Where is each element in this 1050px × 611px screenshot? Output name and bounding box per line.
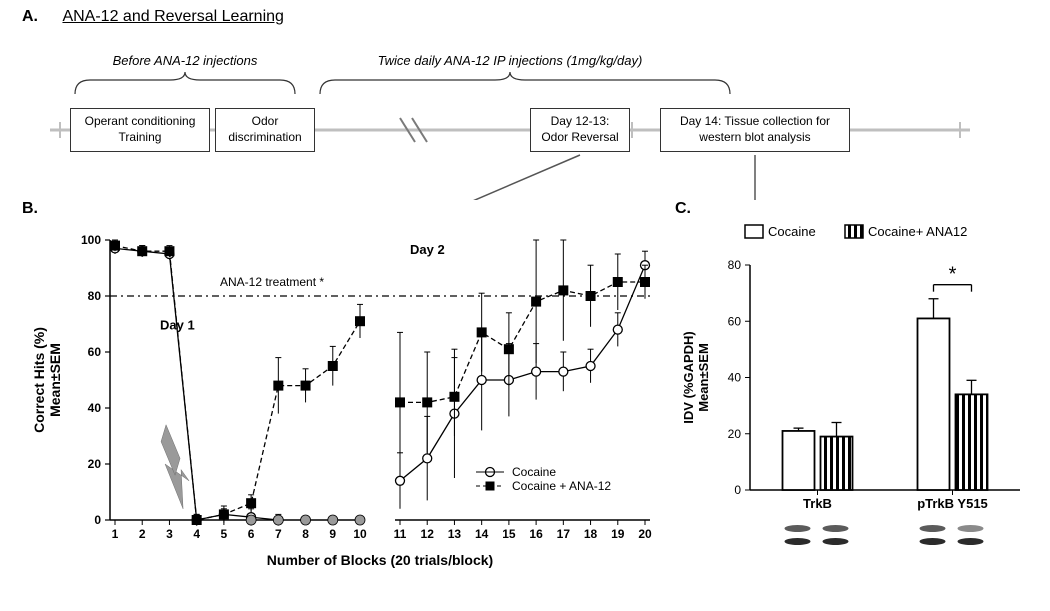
- box1-line2: Training: [81, 130, 199, 146]
- svg-text:60: 60: [728, 314, 742, 328]
- svg-text:18: 18: [584, 527, 598, 541]
- twice-label: Twice daily ANA-12 IP injections (1mg/kg…: [378, 53, 643, 68]
- svg-text:19: 19: [611, 527, 625, 541]
- svg-text:7: 7: [275, 527, 282, 541]
- box2-line1: Odor: [226, 114, 304, 130]
- svg-text:16: 16: [529, 527, 543, 541]
- svg-text:2: 2: [139, 527, 146, 541]
- panel-a-label: A.: [22, 8, 38, 25]
- box4-line1: Day 14: Tissue collection for: [671, 114, 839, 130]
- svg-text:Cocaine: Cocaine: [768, 224, 816, 239]
- panel-a-timeline: Before ANA-12 injections Twice daily ANA…: [0, 30, 1050, 200]
- svg-text:20: 20: [88, 457, 102, 471]
- svg-text:3: 3: [166, 527, 173, 541]
- svg-text:10: 10: [353, 527, 367, 541]
- svg-text:0: 0: [94, 513, 101, 527]
- svg-text:17: 17: [557, 527, 571, 541]
- svg-text:20: 20: [728, 427, 742, 441]
- svg-text:13: 13: [448, 527, 462, 541]
- svg-text:Day 2: Day 2: [410, 242, 445, 257]
- before-label: Before ANA-12 injections: [113, 53, 258, 68]
- svg-text:40: 40: [88, 401, 102, 415]
- svg-text:TrkB: TrkB: [803, 496, 832, 511]
- svg-text:5: 5: [221, 527, 228, 541]
- svg-text:80: 80: [728, 258, 742, 272]
- svg-text:60: 60: [88, 345, 102, 359]
- svg-text:14: 14: [475, 527, 489, 541]
- box3-line1: Day 12-13:: [541, 114, 619, 130]
- box4-line2: western blot analysis: [671, 130, 839, 146]
- svg-text:Cocaine: Cocaine: [512, 465, 556, 479]
- svg-text:4: 4: [193, 527, 200, 541]
- timeline-box-operant: Operant conditioning Training: [70, 108, 210, 152]
- svg-text:100: 100: [81, 233, 101, 247]
- timeline-box-tissue: Day 14: Tissue collection for western bl…: [660, 108, 850, 152]
- svg-text:0: 0: [734, 483, 741, 497]
- svg-text:1: 1: [112, 527, 119, 541]
- panel-c-chart: Cocaine Cocaine+ ANA12 0 20 40 60 80 IDV (%GAPD…: [680, 210, 1050, 600]
- svg-text:12: 12: [421, 527, 435, 541]
- svg-text:40: 40: [728, 371, 742, 385]
- box3-line2: Odor Reversal: [541, 130, 619, 146]
- svg-text:Correct Hits (%)Mean±SEM: Correct Hits (%)Mean±SEM: [31, 327, 63, 433]
- svg-text:8: 8: [302, 527, 309, 541]
- svg-text:*: *: [949, 264, 957, 286]
- svg-text:ANA-12 treatment *: ANA-12 treatment *: [220, 275, 324, 289]
- box2-line2: discrimination: [226, 130, 304, 146]
- svg-text:Cocaine + ANA-12: Cocaine + ANA-12: [512, 479, 611, 493]
- timeline-box-reversal: Day 12-13: Odor Reversal: [530, 108, 630, 152]
- svg-text:15: 15: [502, 527, 516, 541]
- svg-text:Number of Blocks (20 trials/bl: Number of Blocks (20 trials/block): [267, 552, 493, 568]
- svg-text:IDV (%GAPDH)Mean±SEM: IDV (%GAPDH)Mean±SEM: [681, 331, 711, 423]
- timeline-box-odor: Odor discrimination: [215, 108, 315, 152]
- svg-text:6: 6: [248, 527, 255, 541]
- svg-text:11: 11: [394, 527, 407, 541]
- box1-line1: Operant conditioning: [81, 114, 199, 130]
- panel-a-title: ANA-12 and Reversal Learning: [62, 8, 283, 25]
- panel-b-chart: 0204060801001234567891011121314151617181…: [30, 210, 670, 600]
- svg-text:9: 9: [329, 527, 336, 541]
- svg-text:pTrkB Y515: pTrkB Y515: [917, 496, 988, 511]
- svg-text:Cocaine+ ANA12: Cocaine+ ANA12: [868, 224, 967, 239]
- svg-text:80: 80: [88, 289, 102, 303]
- svg-text:20: 20: [638, 527, 652, 541]
